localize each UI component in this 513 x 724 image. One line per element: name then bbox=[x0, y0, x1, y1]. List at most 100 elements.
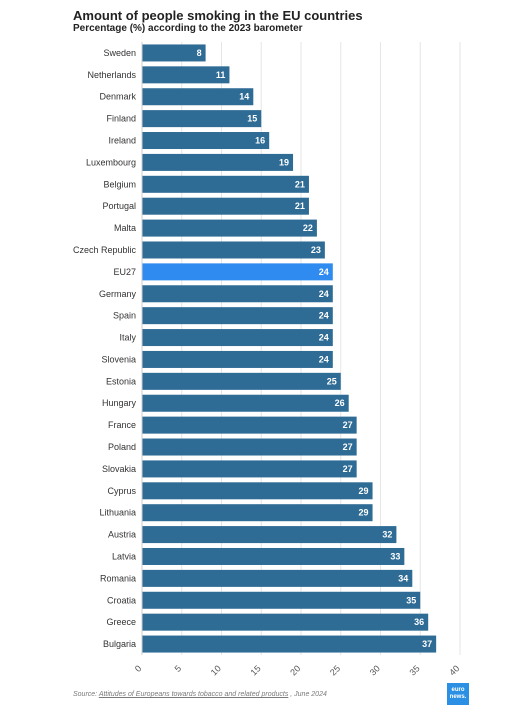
data-label: 34 bbox=[398, 573, 408, 583]
category-label: Ireland bbox=[108, 136, 136, 146]
category-label: Bulgaria bbox=[103, 639, 136, 649]
bar bbox=[142, 372, 341, 390]
x-tick-label: 5 bbox=[173, 663, 184, 674]
bar bbox=[142, 263, 333, 281]
x-tick-label: 10 bbox=[209, 663, 223, 677]
bar bbox=[142, 285, 333, 303]
data-label: 21 bbox=[295, 201, 305, 211]
bar bbox=[142, 110, 262, 128]
bar bbox=[142, 132, 270, 150]
category-label: Malta bbox=[114, 223, 136, 233]
chart-title: Amount of people smoking in the EU count… bbox=[73, 8, 363, 23]
bar bbox=[142, 416, 357, 434]
x-tick-label: 15 bbox=[249, 663, 263, 677]
category-label: Slovenia bbox=[101, 354, 136, 364]
bar bbox=[142, 482, 373, 500]
bar bbox=[142, 591, 421, 609]
bar bbox=[142, 460, 357, 478]
data-label: 19 bbox=[279, 157, 289, 167]
category-label: Slovakia bbox=[102, 464, 136, 474]
bar bbox=[142, 219, 317, 237]
x-tick-label: 30 bbox=[368, 663, 382, 677]
data-label: 29 bbox=[359, 508, 369, 518]
chart-subtitle: Percentage (%) according to the 2023 bar… bbox=[73, 23, 303, 34]
logo-line2: news. bbox=[449, 694, 467, 700]
data-label: 11 bbox=[216, 70, 226, 80]
bar bbox=[142, 504, 373, 522]
source-suffix: , June 2024 bbox=[288, 691, 327, 698]
category-label: Denmark bbox=[99, 92, 136, 102]
data-label: 24 bbox=[319, 289, 329, 299]
bar bbox=[142, 197, 309, 215]
data-label: 33 bbox=[390, 551, 400, 561]
data-label: 36 bbox=[414, 617, 424, 627]
category-label: Lithuania bbox=[99, 508, 136, 518]
data-label: 21 bbox=[295, 179, 305, 189]
data-label: 14 bbox=[239, 92, 249, 102]
data-label: 27 bbox=[343, 442, 353, 452]
data-label: 15 bbox=[247, 114, 257, 124]
category-label: Cyprus bbox=[107, 486, 136, 496]
bar bbox=[142, 66, 230, 84]
category-label: Estonia bbox=[106, 376, 136, 386]
bar bbox=[142, 175, 309, 193]
category-label: Italy bbox=[119, 333, 136, 343]
data-label: 27 bbox=[343, 464, 353, 474]
bar bbox=[142, 613, 429, 631]
category-label: Belgium bbox=[103, 179, 136, 189]
bar bbox=[142, 569, 413, 587]
bar bbox=[142, 394, 349, 412]
category-label: Netherlands bbox=[87, 70, 136, 80]
x-tick-label: 25 bbox=[328, 663, 342, 677]
category-label: Austria bbox=[108, 530, 136, 540]
bar bbox=[142, 88, 254, 106]
source-prefix: Source: bbox=[73, 691, 99, 698]
bar bbox=[142, 44, 206, 62]
x-tick-label: 35 bbox=[408, 663, 422, 677]
data-label: 35 bbox=[406, 595, 416, 605]
category-label: France bbox=[108, 420, 136, 430]
source-link[interactable]: Attitudes of Europeans towards tobacco a… bbox=[98, 691, 289, 698]
category-label: Latvia bbox=[112, 551, 136, 561]
data-label: 24 bbox=[319, 354, 329, 364]
data-label: 8 bbox=[197, 48, 202, 58]
bar bbox=[142, 526, 397, 544]
data-label: 37 bbox=[422, 639, 432, 649]
data-label: 22 bbox=[303, 223, 313, 233]
bar bbox=[142, 350, 333, 368]
euronews-logo: euro news. bbox=[447, 683, 469, 705]
bar bbox=[142, 241, 325, 259]
category-label: Greece bbox=[106, 617, 136, 627]
x-tick-label: 0 bbox=[133, 663, 144, 674]
source-note: Source: Attitudes of Europeans towards t… bbox=[73, 691, 327, 698]
category-label: Poland bbox=[108, 442, 136, 452]
category-label: Croatia bbox=[107, 595, 136, 605]
category-label: Spain bbox=[113, 311, 136, 321]
bar bbox=[142, 635, 437, 653]
category-label: Germany bbox=[99, 289, 137, 299]
category-label: Luxembourg bbox=[86, 157, 136, 167]
data-label: 24 bbox=[319, 311, 329, 321]
bar bbox=[142, 438, 357, 456]
data-label: 32 bbox=[382, 530, 392, 540]
data-label: 29 bbox=[359, 486, 369, 496]
data-label: 25 bbox=[327, 376, 337, 386]
bar bbox=[142, 153, 294, 171]
data-label: 26 bbox=[335, 398, 345, 408]
data-label: 23 bbox=[311, 245, 321, 255]
category-label: Sweden bbox=[103, 48, 136, 58]
data-label: 27 bbox=[343, 420, 353, 430]
data-label: 16 bbox=[255, 136, 265, 146]
category-label: EU27 bbox=[113, 267, 136, 277]
category-label: Hungary bbox=[102, 398, 137, 408]
bar-chart: 0 5 10 15 20 25 30 35 40 Sweden 8 Netherlands 11 Denm… bbox=[73, 42, 461, 677]
x-tick-label: 40 bbox=[447, 663, 461, 677]
data-label: 24 bbox=[319, 333, 329, 343]
bar bbox=[142, 547, 405, 565]
category-label: Czech Republic bbox=[73, 245, 137, 255]
x-tick-label: 20 bbox=[288, 663, 302, 677]
logo-line1: euro bbox=[451, 687, 465, 693]
category-label: Finland bbox=[106, 114, 136, 124]
category-label: Romania bbox=[100, 573, 136, 583]
data-label: 24 bbox=[319, 267, 329, 277]
